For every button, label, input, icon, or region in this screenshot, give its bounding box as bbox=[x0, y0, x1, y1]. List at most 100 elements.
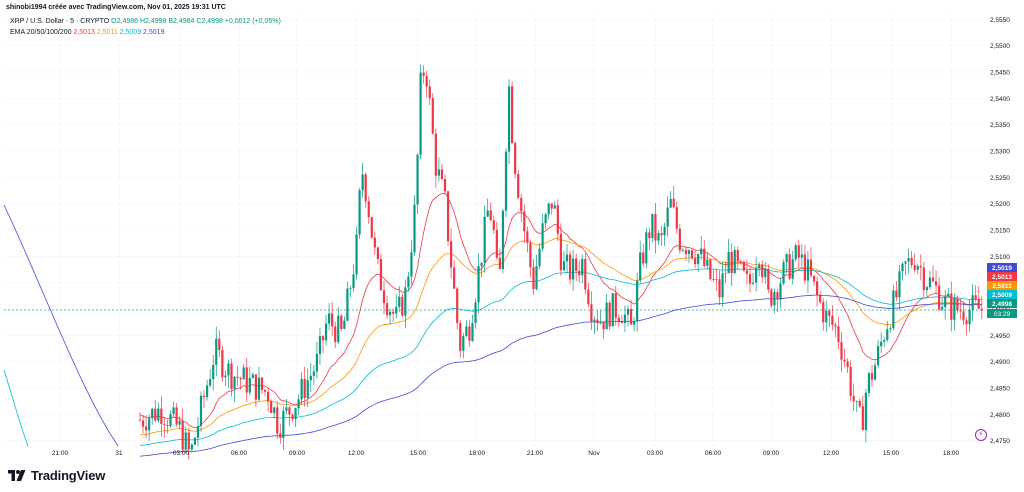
candle-body bbox=[233, 376, 236, 389]
candle-body bbox=[834, 324, 837, 327]
candle-body bbox=[974, 295, 977, 300]
candle-body bbox=[620, 321, 623, 323]
candle-body bbox=[715, 279, 718, 281]
candle-body bbox=[934, 281, 938, 286]
candle-body bbox=[367, 201, 370, 218]
candle-body bbox=[755, 268, 758, 283]
candle-body bbox=[587, 289, 590, 305]
candle-body bbox=[925, 287, 928, 291]
candle-body bbox=[895, 290, 898, 298]
candle-body bbox=[273, 407, 276, 414]
candle-body bbox=[364, 174, 367, 202]
y-tick-label: 2,5300 bbox=[990, 148, 1010, 155]
candle-body bbox=[712, 279, 715, 280]
candle-body bbox=[660, 233, 663, 236]
candle-body bbox=[639, 252, 642, 281]
price-axis: 2,5550 2,5500 2,5450 2,5400 2,5350 2,5300 2,52… bbox=[990, 17, 1010, 445]
candle-body bbox=[822, 302, 825, 323]
candle-body bbox=[812, 275, 816, 282]
candle-body bbox=[782, 262, 785, 284]
y-tick-label: 2,5200 bbox=[990, 201, 1010, 208]
symbol-legend[interactable]: XRP / U.S. Dollar · 5 · CRYPTO O2,4986 H… bbox=[10, 18, 281, 25]
x-tick-label: 21:00 bbox=[527, 450, 544, 457]
y-tick-label: 2,5350 bbox=[990, 122, 1010, 129]
y-tick-label: 2,5450 bbox=[990, 69, 1010, 76]
candle-body bbox=[623, 314, 627, 323]
candle-body bbox=[672, 198, 675, 208]
candle-body bbox=[806, 259, 810, 281]
candle-body bbox=[254, 374, 257, 400]
candle-body bbox=[544, 214, 547, 224]
candle-body bbox=[602, 321, 605, 330]
candle-body bbox=[675, 207, 678, 229]
candle-body bbox=[803, 254, 806, 281]
candle-body bbox=[776, 292, 779, 300]
candle-body bbox=[819, 295, 822, 303]
candle-body bbox=[684, 250, 688, 255]
candle-body bbox=[312, 371, 315, 376]
candle-body bbox=[209, 379, 212, 386]
candle-body bbox=[462, 335, 465, 351]
candle-body bbox=[730, 251, 733, 274]
candle-body bbox=[633, 321, 636, 325]
candle-body bbox=[434, 133, 437, 176]
y-tick-label: 2,4750 bbox=[990, 438, 1010, 445]
candle-body bbox=[614, 293, 617, 318]
price-label-box bbox=[987, 299, 1017, 308]
time-axis: 21:00 31 03:00 06:00 09:00 12:00 15:00 18:00 21:… bbox=[52, 450, 960, 457]
ema-label: EMA 20/50/100/200 bbox=[10, 29, 72, 36]
candle-body bbox=[358, 190, 361, 235]
candle-body bbox=[791, 259, 794, 279]
candle-body bbox=[456, 288, 459, 323]
candle-body bbox=[873, 365, 877, 380]
candle-body bbox=[526, 231, 529, 243]
candle-body bbox=[486, 210, 489, 217]
candle-body bbox=[700, 248, 703, 255]
candle-body bbox=[800, 254, 803, 258]
candle-body bbox=[581, 258, 584, 276]
candle-body bbox=[858, 401, 861, 407]
price-label: 2,5019 bbox=[992, 265, 1012, 272]
y-tick-label: 2,5550 bbox=[990, 17, 1010, 24]
candle-body bbox=[309, 375, 312, 381]
candle-body bbox=[968, 309, 971, 325]
candle-body bbox=[297, 399, 300, 409]
candle-body bbox=[959, 310, 962, 312]
candle-body bbox=[465, 326, 468, 336]
candle-body bbox=[157, 408, 160, 421]
lightning-icon[interactable]: ⚡ bbox=[975, 429, 987, 441]
candle-body bbox=[138, 419, 142, 421]
candle-body bbox=[468, 326, 471, 341]
candle-body bbox=[300, 378, 303, 400]
candle-body bbox=[758, 264, 761, 269]
candle-body bbox=[431, 98, 434, 134]
candle-body bbox=[392, 311, 395, 314]
x-tick-label: 15:00 bbox=[410, 450, 427, 457]
y-tick-label: 2,4800 bbox=[990, 412, 1010, 419]
brand-name: TradingView bbox=[31, 468, 106, 483]
candle-body bbox=[770, 289, 773, 306]
countdown-label: 03:29 bbox=[994, 311, 1011, 318]
x-tick-label: 09:00 bbox=[289, 450, 306, 457]
candle-body bbox=[221, 349, 224, 378]
candle-body bbox=[276, 407, 279, 434]
candle-body bbox=[547, 203, 550, 215]
ema-legend[interactable]: EMA 20/50/100/200 2,5013 2,5011 2,5009 2… bbox=[10, 29, 164, 36]
candle-body bbox=[593, 319, 596, 322]
candle-body bbox=[565, 254, 569, 262]
candle-body bbox=[928, 277, 932, 288]
price-label: 2,4998 bbox=[992, 301, 1012, 308]
y-tick-label: 2,5150 bbox=[990, 228, 1010, 235]
candle-body bbox=[239, 378, 242, 380]
candle-body bbox=[941, 307, 944, 310]
candle-body bbox=[919, 266, 922, 268]
candle-body bbox=[590, 304, 593, 322]
price-label-box bbox=[987, 272, 1017, 281]
candle-body bbox=[584, 258, 587, 290]
candle-body bbox=[230, 363, 233, 389]
candle-body bbox=[922, 267, 925, 291]
candle-body bbox=[187, 432, 190, 450]
price-label: 2,5013 bbox=[992, 274, 1012, 281]
candle-body bbox=[346, 288, 349, 321]
